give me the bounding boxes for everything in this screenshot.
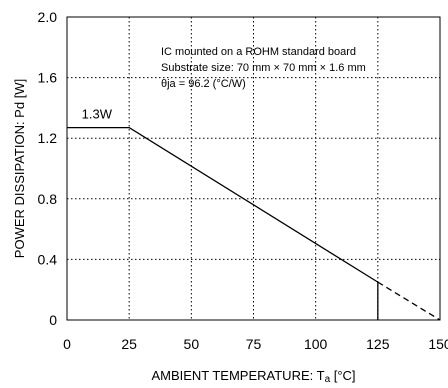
x-axis-label: AMBIENT TEMPERATURE: Ta [°C] (151, 368, 355, 385)
board-condition-note: IC mounted on a ROHM standard board Subst… (161, 46, 366, 90)
grid-lines (67, 17, 440, 320)
x-tick-label: 75 (246, 336, 262, 352)
note-line: IC mounted on a ROHM standard board (161, 46, 356, 58)
x-axis-label-main: AMBIENT TEMPERATURE: T (151, 368, 324, 383)
y-tick-label: 0.4 (38, 251, 58, 267)
derating-curve (67, 126, 441, 321)
x-tick-label: 0 (63, 336, 71, 352)
x-axis-label-subscript: a (325, 374, 331, 385)
y-axis-label: POWER DISSIPATION: Pd [W] (12, 79, 27, 258)
y-tick-label: 1.6 (38, 70, 58, 86)
y-tick-label: 0 (49, 312, 57, 328)
plot-frame (66, 16, 441, 321)
y-tick-label: 1.2 (38, 130, 58, 146)
note-line: Substrate size: 70 mm × 70 mm × 1.6 mm (161, 62, 366, 74)
x-tick-label: 50 (184, 336, 200, 352)
y-tick-labels: 0 0.4 0.8 1.2 1.6 2.0 (38, 9, 58, 328)
derating-line (67, 126, 379, 283)
peak-power-label: 1.3W (82, 107, 113, 122)
x-axis-label-unit: [°C] (330, 368, 355, 383)
note-line: θja = 96.2 (°C/W) (161, 78, 246, 90)
x-tick-label: 125 (366, 336, 390, 352)
derating-extension-dashed (377, 281, 441, 321)
x-tick-label: 150 (428, 336, 448, 352)
x-tick-labels: 0 25 50 75 100 125 150 (63, 336, 448, 352)
y-tick-label: 2.0 (38, 9, 58, 25)
x-tick-label: 25 (121, 336, 137, 352)
y-tick-label: 0.8 (38, 191, 58, 207)
x-tick-label: 100 (304, 336, 328, 352)
